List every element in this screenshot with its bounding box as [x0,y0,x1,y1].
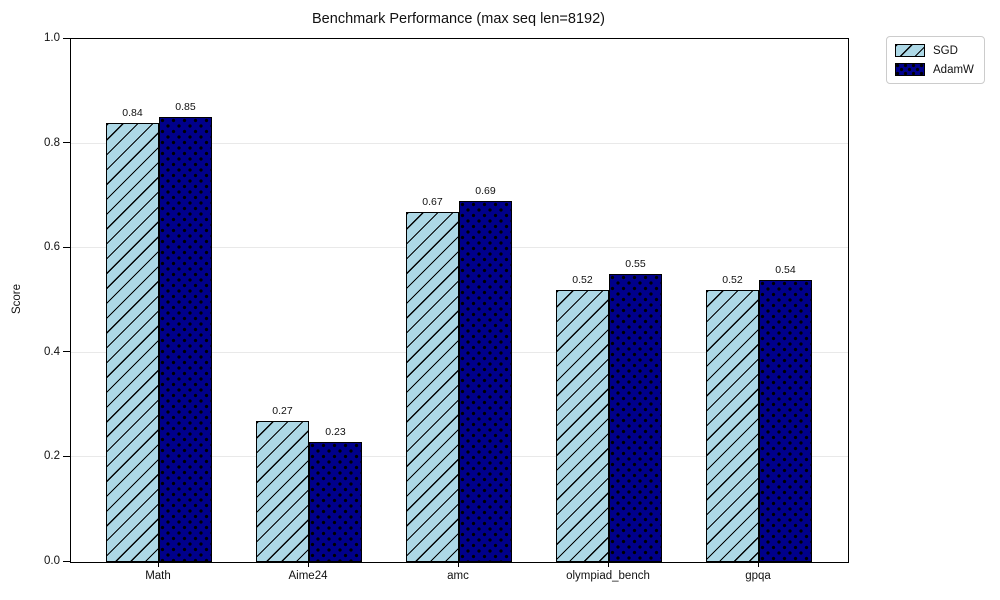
x-tick-label: Math [145,570,171,582]
bar-adamw-gpqa [759,279,812,562]
adamw-swatch-icon [895,63,925,76]
y-tick-mark [63,560,70,562]
bar-adamw-math [159,117,212,562]
bar-value-label: 0.67 [422,195,443,208]
x-tick-label: gpqa [745,570,771,582]
y-tick-label: 0.6 [44,241,60,254]
bar-sgd-olympiad_bench [556,290,609,562]
y-tick-mark [63,37,70,39]
legend: SGD AdamW [886,36,985,84]
bar-value-label: 0.52 [572,274,593,287]
y-tick-mark [63,142,70,144]
x-tick-mark [458,562,459,567]
chart-title: Benchmark Performance (max seq len=8192) [312,11,605,27]
gridline [71,142,848,144]
x-tick-mark [158,562,159,567]
legend-label: SGD [933,44,958,57]
x-tick-label: amc [447,570,469,582]
plot-area: 0.84 0.85 0.27 0.23 0.67 0.69 0.52 0.55 0.52 0.54 [70,38,849,563]
x-tick-mark [308,562,309,567]
bar-sgd-aime24 [256,420,309,562]
bar-adamw-amc [459,201,512,562]
x-tick-mark [758,562,759,567]
bar-sgd-math [106,122,159,562]
y-tick-mark [63,246,70,248]
y-tick-label: 0.4 [44,345,60,358]
bar-value-label: 0.55 [625,258,646,271]
y-axis-label: Score [11,283,23,315]
y-tick-label: 0.2 [44,450,60,463]
y-tick-label: 0.0 [44,555,60,567]
bar-value-label: 0.54 [775,263,796,276]
legend-label: AdamW [933,63,974,76]
x-tick-label: Aime24 [288,570,328,582]
legend-item-adamw: AdamW [895,63,974,76]
bar-sgd-gpqa [706,290,759,562]
x-tick-label: olympiad_bench [566,570,650,582]
bar-value-label: 0.27 [272,404,293,417]
bar-value-label: 0.84 [122,106,143,119]
bar-value-label: 0.23 [325,425,346,438]
y-tick-mark [63,455,70,457]
sgd-swatch-icon [895,44,925,57]
bar-value-label: 0.85 [175,101,196,114]
bar-adamw-olympiad_bench [609,274,662,562]
bar-value-label: 0.69 [475,185,496,198]
y-tick-mark [63,351,70,353]
x-tick-mark [608,562,609,567]
legend-item-sgd: SGD [895,44,974,57]
bar-sgd-amc [406,211,459,562]
bar-adamw-aime24 [309,441,362,562]
y-tick-label: 0.8 [44,136,60,149]
bar-value-label: 0.52 [722,274,743,287]
y-tick-label: 1.0 [44,32,60,44]
